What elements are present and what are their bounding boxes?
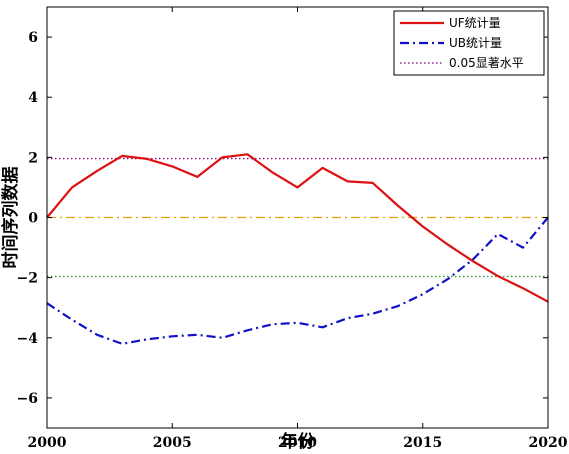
series-line-uf <box>46 153 549 303</box>
x-tick-label: 2020 <box>529 435 568 451</box>
legend-entry-label: UF统计量 <box>449 16 501 30</box>
ticks-layer: 2000 2005 2010 2015 2020 −6 −4 −2 0 2 4 6 <box>17 7 568 451</box>
series-layer <box>46 153 549 345</box>
y-tick-label: 6 <box>28 30 38 46</box>
x-tick-label: 2000 <box>28 435 67 451</box>
y-tick-label: 0 <box>28 211 38 227</box>
y-tick-label: −6 <box>17 391 38 407</box>
x-axis-label: 年份 <box>281 431 316 452</box>
reference-lines-layer <box>47 157 548 278</box>
legend-entry-label: UB统计量 <box>449 36 502 50</box>
legend: UF统计量 UB统计量 0.05显著水平 <box>393 10 545 76</box>
y-tick-label: 2 <box>28 150 38 166</box>
series-line-ub <box>46 216 549 345</box>
x-tick-label: 2005 <box>153 435 192 451</box>
y-tick-label: −4 <box>17 331 39 347</box>
legend-entry-label: 0.05显著水平 <box>449 56 524 70</box>
x-tick-label: 2010 <box>278 435 317 451</box>
x-tick-label: 2015 <box>403 435 442 451</box>
y-tick-label: 4 <box>28 90 38 106</box>
y-axis-label: 时间序列数据 <box>0 167 21 269</box>
y-tick-label: −2 <box>17 271 38 287</box>
